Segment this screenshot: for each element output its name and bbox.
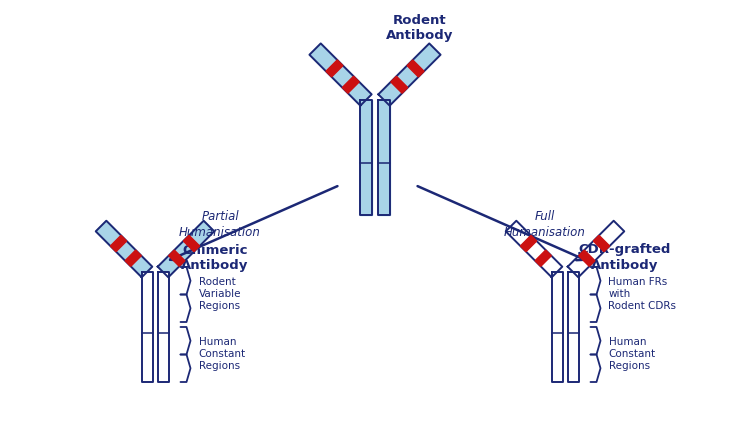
Polygon shape: [551, 272, 562, 382]
Polygon shape: [568, 272, 578, 382]
Polygon shape: [342, 76, 359, 93]
Text: Rodent
Variable
Regions: Rodent Variable Regions: [199, 277, 241, 311]
Polygon shape: [568, 221, 624, 277]
Polygon shape: [169, 250, 185, 266]
Polygon shape: [535, 250, 551, 266]
Text: Chimeric
Antibody: Chimeric Antibody: [182, 244, 249, 272]
Text: Human FRs
with
Rodent CDRs: Human FRs with Rodent CDRs: [608, 277, 676, 311]
Polygon shape: [520, 236, 537, 252]
Polygon shape: [142, 272, 152, 382]
Polygon shape: [593, 236, 610, 252]
Polygon shape: [360, 100, 372, 215]
Polygon shape: [407, 60, 424, 77]
Text: Human
Constant
Regions: Human Constant Regions: [608, 337, 656, 372]
Polygon shape: [110, 236, 127, 252]
Polygon shape: [326, 60, 343, 77]
Text: CDR-grafted
Antibody: CDR-grafted Antibody: [579, 244, 671, 272]
Polygon shape: [96, 221, 152, 277]
Polygon shape: [125, 250, 141, 266]
Polygon shape: [378, 100, 390, 215]
Polygon shape: [378, 43, 440, 106]
Polygon shape: [391, 76, 408, 93]
Text: Full
Humanisation: Full Humanisation: [504, 211, 586, 239]
Polygon shape: [183, 236, 200, 252]
Polygon shape: [506, 221, 562, 277]
Polygon shape: [158, 221, 214, 277]
Polygon shape: [158, 272, 169, 382]
Text: Human
Constant
Regions: Human Constant Regions: [199, 337, 246, 372]
Text: Rodent
Antibody: Rodent Antibody: [386, 13, 454, 42]
Polygon shape: [579, 250, 595, 266]
Text: Partial
Humanisation: Partial Humanisation: [179, 211, 261, 239]
Polygon shape: [310, 43, 372, 106]
